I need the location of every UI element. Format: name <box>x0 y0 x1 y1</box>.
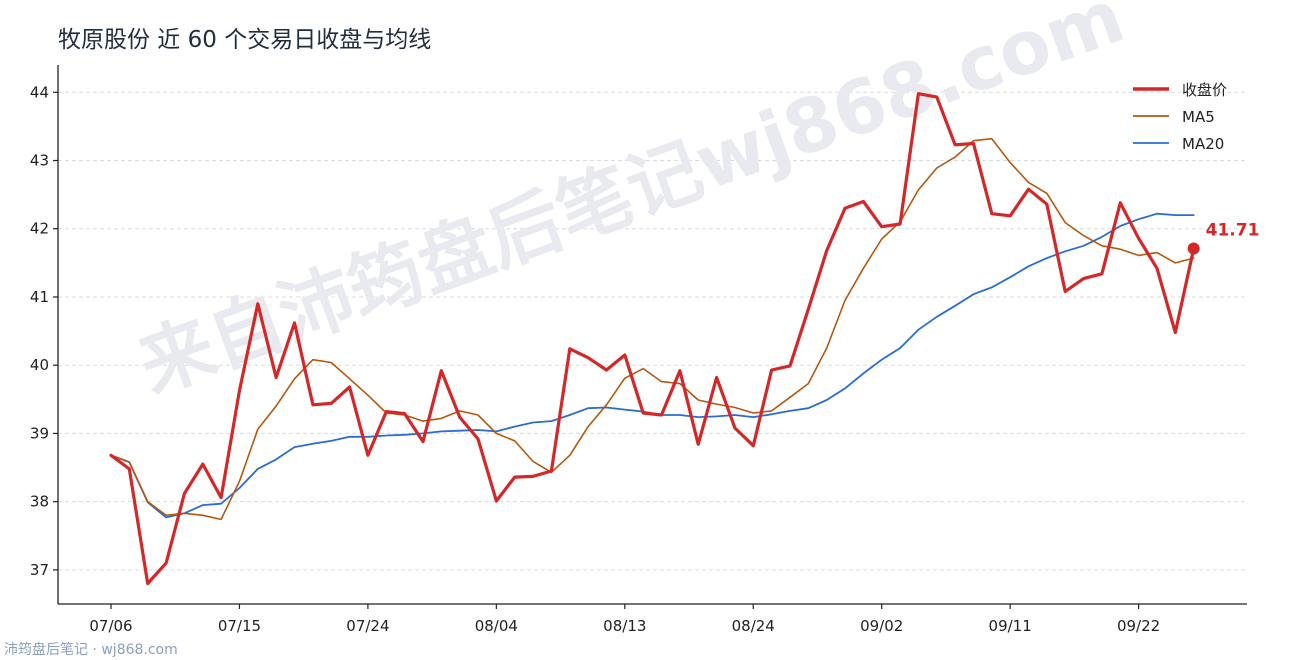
annotations: 41.71 <box>1187 221 1260 255</box>
x-tick-label: 09/02 <box>860 617 903 635</box>
y-tick-label: 43 <box>30 152 49 170</box>
y-tick-label: 38 <box>30 493 49 511</box>
series-line-ma5 <box>110 137 1195 521</box>
legend-label: MA5 <box>1182 108 1215 126</box>
x-tick-label: 07/15 <box>218 617 261 635</box>
x-tick-label: 09/22 <box>1117 617 1160 635</box>
x-tick-label: 08/13 <box>603 617 646 635</box>
x-tick-label: 08/24 <box>732 617 775 635</box>
chart-title: 牧原股份 近 60 个交易日收盘与均线 <box>58 27 432 53</box>
x-tick-label: 09/11 <box>989 617 1032 635</box>
y-tick-label: 41 <box>30 288 49 306</box>
y-tick-label: 39 <box>30 424 49 442</box>
axes: 37 38 39 40 41 42 43 44 07/06 07/15 07/24 08/04 08/1… <box>30 65 1247 635</box>
x-tick-label: 07/24 <box>346 617 389 635</box>
footer-credit: 沛筠盘后笔记 · wj868.com <box>4 642 178 658</box>
legend-label: 收盘价 <box>1182 81 1227 99</box>
series-lines <box>109 92 1196 586</box>
watermark-text: 来自沛筠盘后笔记wj868.com <box>128 0 1135 410</box>
x-tick-label: 07/06 <box>89 617 132 635</box>
y-tick-label: 42 <box>30 220 49 238</box>
series-line-close <box>109 92 1196 586</box>
last-value-label: 41.71 <box>1206 221 1260 241</box>
x-tick-label: 08/04 <box>475 617 518 635</box>
legend: 收盘价 MA5 MA20 <box>1133 81 1227 153</box>
watermark: 来自沛筠盘后笔记wj868.com <box>128 0 1135 410</box>
y-tick-label: 44 <box>30 83 49 101</box>
y-tick-label: 37 <box>30 561 49 579</box>
legend-label: MA20 <box>1182 135 1224 153</box>
y-tick-label: 40 <box>30 356 49 374</box>
last-value-marker <box>1187 242 1200 255</box>
